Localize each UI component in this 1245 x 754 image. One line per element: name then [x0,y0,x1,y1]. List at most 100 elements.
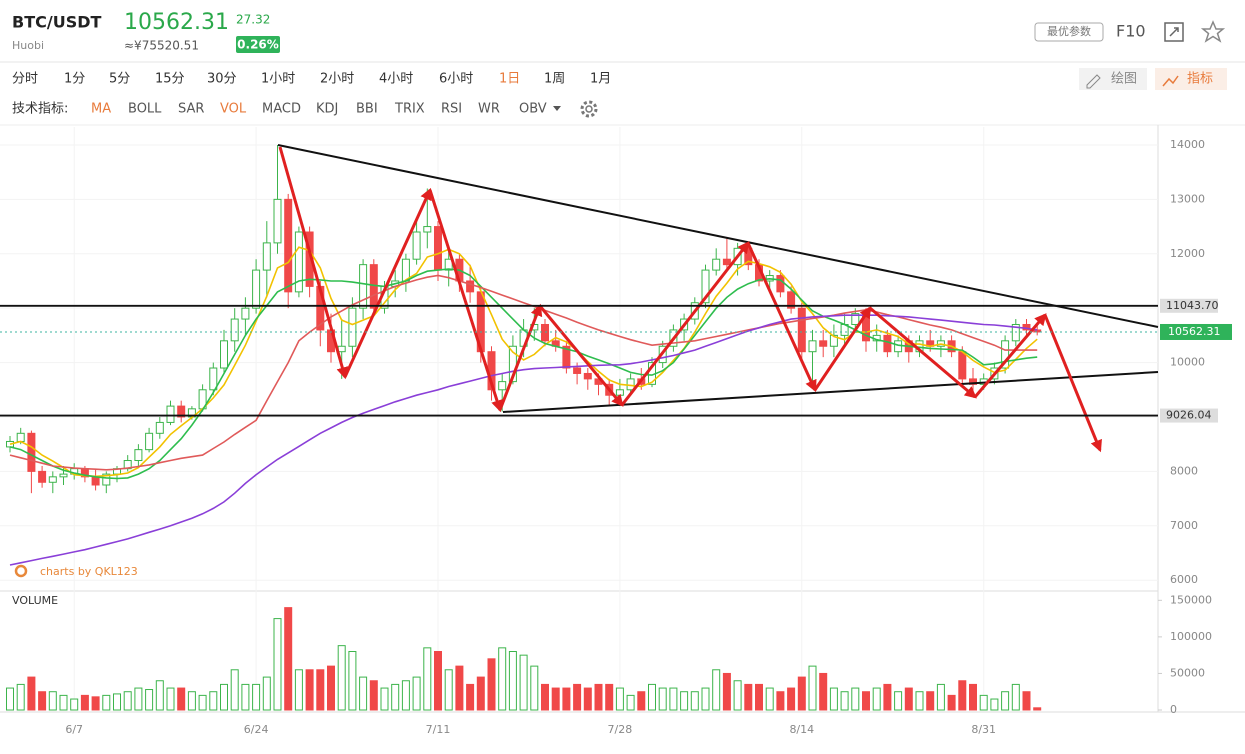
candle-body [412,231,421,260]
y-tick-label: 12000 [1170,247,1205,260]
level-label: 9026.04 [1166,409,1212,422]
volume-bar [690,691,699,711]
volume-bar [241,683,250,711]
candle-body [48,476,57,483]
grid [0,127,1158,710]
volume-bar [230,669,239,711]
volume-bar [70,698,79,711]
interval-option[interactable]: 1分 [64,72,85,87]
indicator-button[interactable] [1155,68,1227,90]
indicator-option[interactable]: MACD [262,102,301,117]
interval-option[interactable]: 4小时 [379,72,413,87]
volume-bar [765,687,774,711]
indicator-option[interactable]: RSI [441,102,462,117]
interval-option[interactable]: 15分 [155,72,185,87]
candle-body [27,432,36,472]
candle-body [819,340,828,347]
indicator-bar: MA BOLL SAR VOL MACD KDJ BBI TRIX RSI WR OBV [91,102,547,117]
x-tick-label: 6/24 [244,723,269,736]
volume-bar [1033,707,1042,711]
volume-bar [134,687,143,711]
indicator-option[interactable]: TRIX [394,102,425,117]
volume-bar [113,693,121,711]
volume-bar [27,676,36,711]
candle-body [166,405,175,423]
candle-body [722,258,731,266]
arrow [813,306,872,391]
moving-average-line [9,274,1038,471]
volume-bar [1001,691,1010,711]
interval-option[interactable]: 2小时 [320,72,354,87]
volume-bar [80,694,89,711]
candle-body [230,318,239,342]
arrow [973,313,1047,398]
level-label: 11043.70 [1166,299,1219,312]
candle-body [776,275,785,293]
f10-button[interactable]: F10 [1116,22,1146,41]
volume-bar [455,665,464,711]
volume-bar [894,691,903,711]
exchange: Huobi [12,39,44,52]
volume-bar [904,687,913,711]
volume-bar [59,694,68,711]
interval-option[interactable]: 6小时 [439,72,473,87]
settings-icon[interactable] [580,100,598,118]
volume-bar [626,694,635,711]
volume-bar [594,683,603,711]
candle-body [434,226,442,271]
volume-tick-label: 100000 [1170,630,1212,643]
change-badge [236,36,280,53]
x-tick-label: 8/31 [971,723,996,736]
x-tick-label: 7/11 [426,723,451,736]
interval-option[interactable]: 5分 [109,72,130,87]
volume-bar [541,683,549,711]
draw-button[interactable] [1079,68,1147,90]
volume-bar [1022,691,1031,711]
volume-bar [166,687,175,711]
indicator-option[interactable]: VOL [220,102,247,117]
indicator-option[interactable]: OBV [519,102,547,117]
moving-average-line [9,246,1038,478]
candle-body [16,432,25,442]
interval-option[interactable]: 分时 [12,72,38,87]
indicator-option[interactable]: MA [91,102,111,117]
interval-option[interactable]: 1日 [499,72,520,87]
volume-bar [615,687,624,711]
candle-body [273,198,282,244]
favorite-icon[interactable] [1200,20,1226,43]
interval-option[interactable]: 1月 [590,72,611,87]
params-button[interactable] [1034,22,1104,42]
volume-bar [16,683,25,711]
interval-option[interactable]: 30分 [207,72,237,87]
candle-body [466,280,475,293]
arrows [278,146,1102,453]
indicator-option[interactable]: WR [478,102,500,117]
interval-option[interactable]: 1周 [544,72,565,87]
fullscreen-icon[interactable] [1164,22,1184,42]
volume-bar [722,672,731,711]
candle-body [1011,323,1020,342]
dropdown-icon[interactable] [553,106,561,111]
arrow [1043,314,1102,453]
candle-body [337,345,346,353]
volume-bar [1011,683,1020,711]
level-label-box [1160,408,1218,423]
interval-option[interactable]: 1小时 [261,72,295,87]
volume-bar [198,694,207,711]
volume-bar [348,651,357,711]
last-price-box [1160,323,1232,340]
candle-body [102,473,111,486]
indicator-option[interactable]: BOLL [128,102,162,117]
volume-bar [423,647,432,711]
y-tick-label: 13000 [1170,192,1205,205]
indicator-option[interactable]: SAR [178,102,204,117]
candle-body [220,340,228,369]
candle-body [958,351,967,380]
volume-bar [776,691,785,711]
candle-body [829,334,838,347]
volume-bar [733,680,742,711]
volume-bar [262,676,271,711]
indicator-option[interactable]: BBI [356,102,378,117]
indicator-option[interactable]: KDJ [316,102,338,117]
volume-bar [476,676,485,711]
